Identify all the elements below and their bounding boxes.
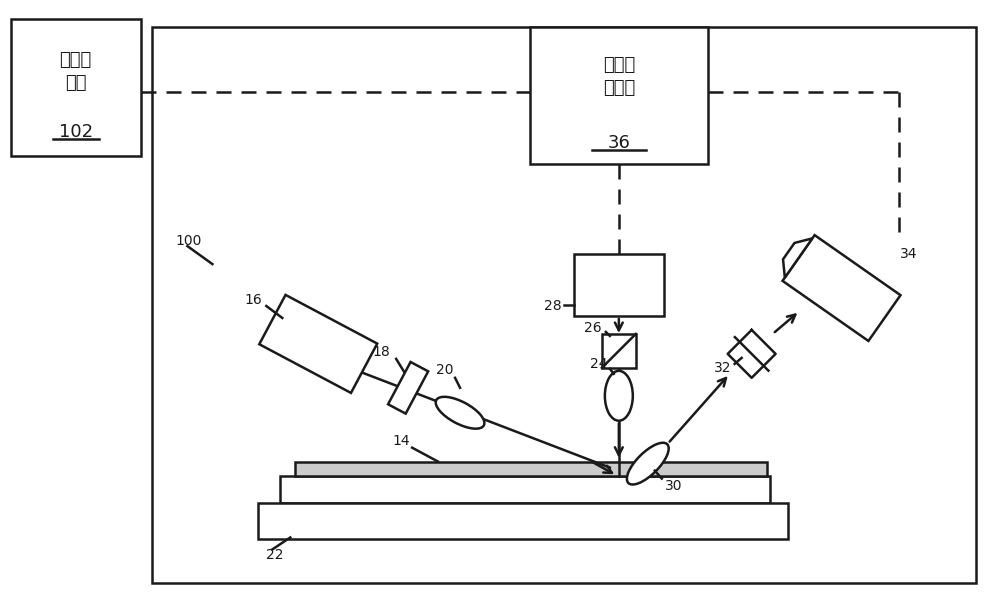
Text: 计算机
子系统: 计算机 子系统	[603, 56, 635, 96]
Text: 14: 14	[392, 434, 410, 448]
Text: 20: 20	[436, 363, 453, 377]
Bar	[258, 502, 788, 539]
Text: 32: 32	[714, 361, 732, 375]
Bar	[295, 462, 767, 476]
Text: 26: 26	[584, 321, 602, 335]
Text: 36: 36	[607, 135, 630, 152]
Text: 102: 102	[59, 124, 93, 141]
Text: 100: 100	[175, 234, 202, 248]
Bar	[388, 362, 428, 414]
Text: 28: 28	[544, 299, 562, 313]
Ellipse shape	[605, 371, 633, 421]
Text: 计算机
系统: 计算机 系统	[59, 52, 92, 92]
Bar	[574, 254, 664, 316]
Bar	[602, 334, 636, 368]
Bar	[11, 19, 140, 156]
Bar	[783, 235, 901, 341]
Polygon shape	[783, 238, 812, 278]
Ellipse shape	[436, 397, 484, 428]
Ellipse shape	[627, 443, 669, 485]
Text: 30: 30	[665, 479, 682, 493]
Text: 34: 34	[899, 247, 917, 261]
Text: 16: 16	[245, 293, 262, 307]
Text: 18: 18	[372, 345, 390, 359]
Bar	[152, 27, 976, 584]
Bar	[530, 27, 708, 164]
Text: 24: 24	[590, 357, 608, 371]
Bar	[280, 476, 770, 502]
Text: 22: 22	[266, 548, 284, 562]
Bar	[259, 295, 377, 393]
